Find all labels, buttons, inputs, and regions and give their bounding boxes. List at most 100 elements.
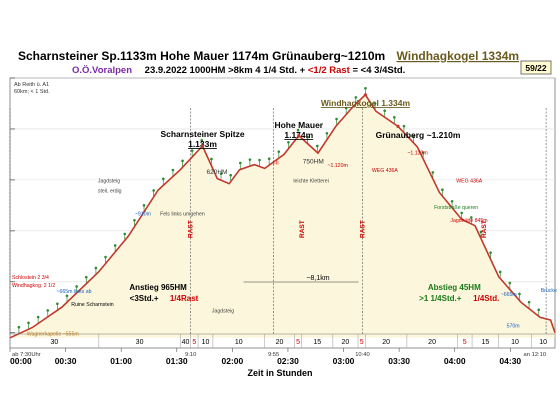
annotation-label: leichte Kletterei (293, 178, 328, 184)
segment-duration: 15 (481, 339, 489, 346)
tree-icon (364, 87, 367, 90)
x-tick-label: 00:30 (55, 356, 77, 366)
tree-icon (537, 308, 541, 312)
tree-icon (344, 106, 348, 110)
segment-duration: 10 (235, 339, 243, 346)
tree-icon (479, 230, 483, 234)
subtitle-group: O.Ö.Voralpen (72, 65, 132, 76)
tree-icon (133, 218, 136, 222)
time-mark-label: 9:10 (185, 352, 196, 358)
x-tick-label: 00:00 (10, 356, 32, 366)
x-tick-label: 01:00 (110, 356, 132, 366)
tree-icon (258, 158, 261, 162)
peak-marker (297, 133, 301, 138)
tree-icon (27, 321, 30, 325)
annotation-label: ~665m (501, 292, 517, 298)
tree-icon (431, 171, 435, 174)
peak-name: Grünauberg ~1.210m (376, 130, 461, 140)
tree-icon (460, 211, 463, 215)
descent-time: >1 1/4Std.+ (419, 294, 462, 303)
tree-icon (498, 270, 502, 274)
segment-duration: 10 (202, 339, 210, 346)
x-tick-label: 02:00 (221, 356, 243, 366)
subtitle-stats: 23.9.2022 1000HM >8km 4 1/4 Std. + (145, 65, 308, 76)
tree-icon (393, 116, 396, 119)
corner-note-1: Ab Reith ü. A1 (14, 82, 49, 88)
tree-icon (470, 216, 473, 219)
annotation-label: 570m (507, 324, 520, 330)
distance-label: ~8,1km (306, 275, 329, 282)
peak-name: Windhagkogel 1.334m (321, 98, 411, 108)
chart-subtitle: O.Ö.Voralpen 23.9.2022 1000HM >8km 4 1/4… (72, 65, 405, 76)
x-axis-label: Zeit in Stunden (248, 368, 313, 378)
corner-note-2: 60km; < 1 Std. (14, 89, 50, 95)
annotation-label: I-II (273, 161, 279, 167)
peak-ascent-label: 620HM (207, 169, 228, 176)
annotation-label: Jagdhütte 845m (450, 218, 487, 224)
tree-icon (489, 251, 492, 254)
profile-line (9, 93, 556, 339)
peak-marker (396, 124, 400, 128)
tree-icon (161, 177, 165, 181)
annotation-label: ~1.120m (327, 163, 347, 169)
tree-icon (94, 266, 98, 270)
title-part-main: Scharnsteiner Sp.1133m Hohe Mauer 1174m … (18, 49, 385, 63)
tree-icon (508, 281, 512, 285)
descent-summary: Abstieg 45HM (428, 283, 481, 292)
segment-duration: 5 (192, 339, 196, 346)
tree-icon (210, 157, 213, 161)
rast-label: RAST (481, 220, 488, 238)
annotation-label: Windhagkog. 2 1/2 (12, 283, 55, 289)
peak-elevation: 1.133m (188, 139, 217, 149)
tree-icon (75, 285, 78, 288)
tree-icon (335, 117, 338, 121)
annotation-label: Forststraße queren (434, 205, 478, 211)
segment-duration: 10 (511, 339, 519, 346)
peak-name: Hohe Mauer (274, 120, 323, 130)
chart-title: Scharnsteiner Sp.1133m Hohe Mauer 1174m … (18, 49, 519, 63)
descent-rast: 1/4Std. (473, 294, 499, 303)
tree-icon (181, 159, 184, 163)
x-tick-label: 03:30 (388, 356, 410, 366)
tree-icon (450, 199, 454, 203)
tree-icon (306, 135, 309, 139)
tree-icon (152, 189, 155, 192)
annotation-label: Fels links umgehen (160, 212, 205, 218)
segment-duration: 5 (296, 339, 300, 346)
tree-icon (316, 144, 319, 148)
tree-icon (56, 302, 59, 306)
annotation-label: ~910m (135, 212, 151, 218)
annotation-label: steil, erdig (98, 189, 122, 195)
tree-icon (518, 292, 521, 296)
vertical-markers (9, 108, 547, 334)
x-tick-label: 03:00 (333, 356, 355, 366)
segment-duration: 10 (539, 339, 547, 346)
page-badge: 59/22 (525, 63, 547, 73)
annotation-label: Schlostein 2 3/4 (12, 275, 49, 281)
tree-icon (17, 325, 21, 329)
annotation-label: WEG 436A (372, 168, 398, 174)
tree-icon (238, 161, 242, 165)
x-tick-label: 02:30 (277, 356, 299, 366)
x-axis: 00:00 00:30 01:00 01:30 02:00 02:30 03:00 03:30… (9, 348, 521, 378)
segment-duration: 20 (342, 339, 350, 346)
rast-label: RAST (359, 220, 366, 238)
annotation-label: Jagdsteig (212, 308, 234, 314)
segment-duration: 20 (382, 339, 390, 346)
annotation-label: Jagdsteig (98, 178, 120, 184)
tree-icon (287, 140, 290, 144)
profile-area (10, 94, 555, 338)
tree-icon (267, 157, 271, 160)
tree-icon (421, 151, 425, 154)
segment-duration: 15 (313, 339, 321, 346)
tree-icon (441, 188, 444, 191)
peak-marker (363, 93, 368, 97)
title-part-windhagkogel: Windhagkogel 1334m (397, 49, 520, 63)
x-tick-label: 01:30 (166, 356, 188, 366)
tree-icon (325, 131, 329, 135)
profile-fill (10, 94, 555, 338)
time-mark-label: 9:55 (268, 352, 279, 358)
tree-icon (277, 150, 281, 153)
